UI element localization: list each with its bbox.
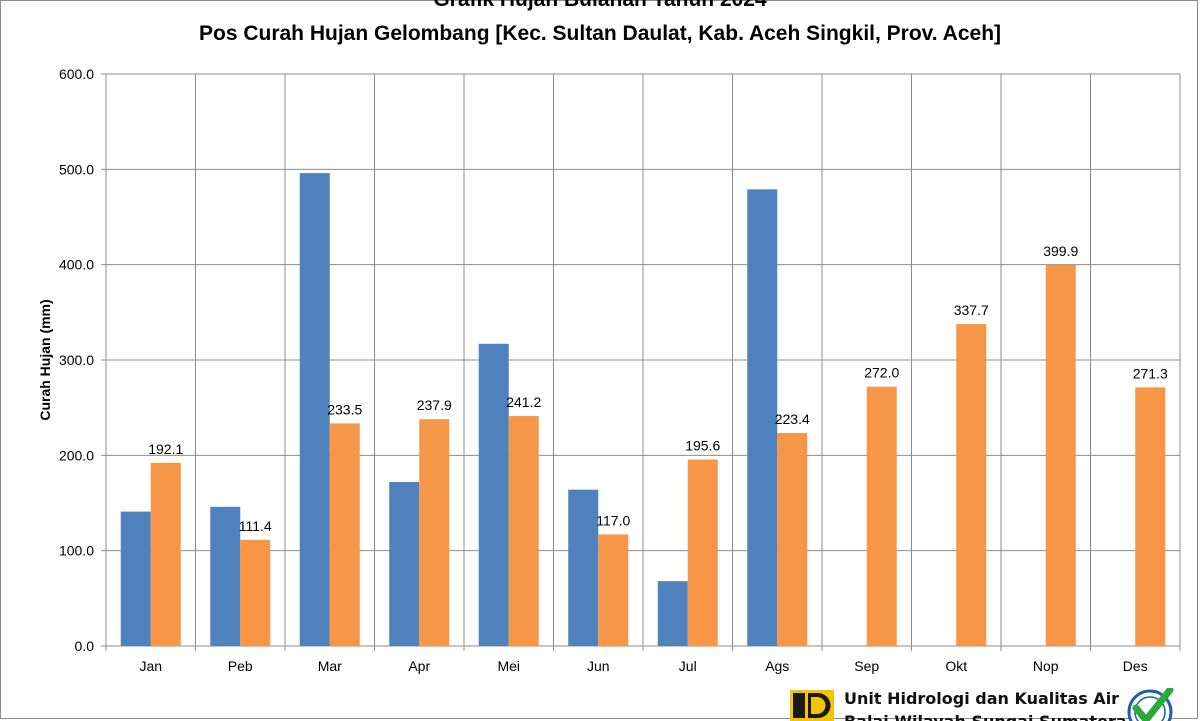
x-tick-label: Jan (139, 658, 162, 674)
y-tick-label: 300.0 (59, 352, 94, 368)
bar (478, 343, 509, 646)
bar-value-label: 237.9 (417, 397, 452, 413)
x-tick-label: Peb (228, 658, 253, 674)
x-tick-label: Sep (854, 658, 879, 674)
footer-branding: Unit Hidrologi dan Kualitas Air Balai Wi… (790, 688, 1200, 721)
x-tick-label: Jul (679, 658, 697, 674)
x-tick-label: Ags (765, 658, 789, 674)
bar-value-label: 117.0 (596, 512, 630, 528)
x-tick-label: Jun (587, 658, 610, 674)
pupr-logo-icon (790, 690, 834, 721)
chart-subtitle: Pos Curah Hujan Gelombang [Kec. Sultan D… (198, 22, 1002, 45)
bar-value-label: 271.3 (1133, 365, 1168, 381)
bar-value-label: 111.4 (239, 518, 272, 534)
bar-value-label: 399.9 (1043, 243, 1078, 259)
bar (210, 506, 241, 646)
bar-chart: 0.0 100.0 200.0 300.0 400.0 500.0 600.0 192.1 11… (37, 66, 1181, 674)
x-tick-label: Apr (408, 658, 430, 674)
bar (657, 581, 688, 646)
bar-value-label: 241.2 (506, 394, 541, 410)
bar (687, 459, 718, 646)
y-tick-label: 400.0 (59, 257, 94, 273)
bar (568, 489, 599, 646)
y-tick-label: 600.0 (59, 66, 94, 82)
bar (747, 189, 778, 646)
bar (598, 534, 629, 646)
bar-value-label: 272.0 (864, 365, 899, 381)
bar-value-label: 337.7 (954, 302, 989, 318)
bar (777, 433, 808, 646)
y-tick-label: 200.0 (59, 447, 94, 463)
bar (508, 416, 539, 646)
bar-value-label: 195.6 (685, 438, 720, 454)
bar (329, 423, 360, 646)
bar-value-label: 223.4 (775, 411, 810, 427)
y-tick-label: 100.0 (59, 543, 94, 559)
x-tick-label: Nop (1033, 658, 1059, 674)
bar (299, 173, 330, 646)
x-tick-label: Mar (318, 658, 342, 674)
bar (1135, 387, 1166, 646)
x-tick-label: Mei (497, 658, 520, 674)
x-tick-label: Des (1123, 658, 1148, 674)
y-tick-label: 500.0 (59, 161, 94, 177)
bar (866, 386, 897, 646)
bar (1045, 264, 1076, 646)
bar (120, 511, 151, 646)
x-tick-label: Okt (945, 658, 967, 674)
bar (240, 539, 271, 646)
bar (956, 324, 987, 646)
y-axis-label: Curah Hujan (mm) (37, 299, 53, 420)
bar (389, 482, 420, 646)
bar (419, 419, 450, 646)
iso-checkmark-badge-icon (1127, 688, 1174, 721)
y-tick-label: 0.0 (75, 638, 95, 654)
bar-value-label: 192.1 (148, 441, 183, 457)
unit-name-line1: Unit Hidrologi dan Kualitas Air (844, 689, 1120, 708)
chart-title: Grafik Hujan Bulanan Tahun 2024 (0, 0, 1200, 12)
unit-name-line2: Balai Wilayah Sungai Sumatera I (844, 711, 1138, 721)
bar-value-label: 233.5 (327, 401, 362, 417)
bar (150, 462, 181, 646)
